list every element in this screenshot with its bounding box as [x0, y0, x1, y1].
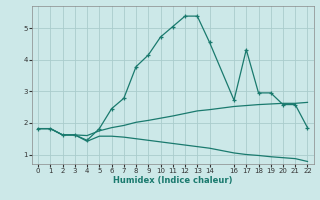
X-axis label: Humidex (Indice chaleur): Humidex (Indice chaleur) — [113, 176, 233, 185]
